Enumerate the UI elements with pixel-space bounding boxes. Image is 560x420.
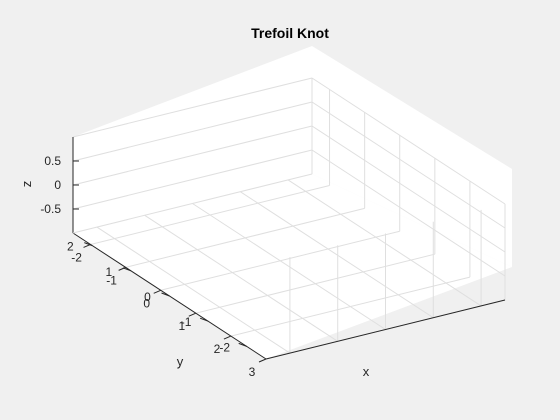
grid-line-y-floor [192, 203, 386, 330]
x-tick-mark [153, 289, 161, 294]
z-tick-label: 0.5 [44, 154, 61, 168]
x-tick-label: 3 [249, 365, 256, 379]
x-tick-label: 2 [214, 342, 221, 356]
y-axis-label: y [177, 354, 184, 369]
x-tick-label: 1 [178, 319, 185, 333]
tick-marks [73, 160, 267, 363]
box-edge-top-left [72, 77, 313, 138]
x-tick-label: -1 [106, 273, 117, 287]
y-tick-mark [122, 267, 132, 272]
x-tick-label: 0 [143, 296, 150, 310]
grid-line-y-floor [287, 179, 482, 307]
x-tick-mark [258, 358, 267, 363]
y-axis-line [265, 299, 506, 360]
y-tick-label: -2 [219, 340, 230, 354]
y-tick-mark [199, 317, 209, 322]
floor-panel [73, 174, 512, 359]
left-wall-panel [312, 46, 512, 267]
x-tick-label: -2 [71, 250, 82, 264]
grid-line-z-left [72, 125, 313, 186]
y-tick-mark [161, 292, 170, 297]
y-tick-label: 1 [106, 265, 113, 279]
box-edge-left-floor [72, 173, 313, 234]
x-tick-mark [188, 312, 197, 317]
grid-line-z-left [72, 149, 313, 210]
box-edge-top-right [311, 77, 506, 205]
z-tick-label: 0 [54, 178, 61, 192]
y-tick-mark [238, 342, 247, 347]
y-tick-mark [84, 242, 93, 247]
grid-line-z-right [311, 101, 506, 229]
grid-line-y-floor [96, 226, 291, 354]
y-tick-label: -1 [181, 315, 192, 329]
grid-line-y-floor [144, 214, 338, 342]
grid-line-z-right [311, 125, 506, 253]
y-tick-label: 2 [67, 240, 74, 254]
chart-title: Trefoil Knot [251, 25, 329, 41]
x-tick-mark [223, 335, 232, 340]
z-tick-label: -0.5 [40, 202, 61, 216]
z-axis-label: z [19, 181, 34, 188]
grid-line-z-left [72, 101, 313, 162]
grid-line-y-floor [240, 191, 434, 319]
y-tick-label: 0 [144, 290, 151, 304]
grid-line-z-right [311, 149, 506, 277]
x-axis-label: x [363, 364, 370, 379]
